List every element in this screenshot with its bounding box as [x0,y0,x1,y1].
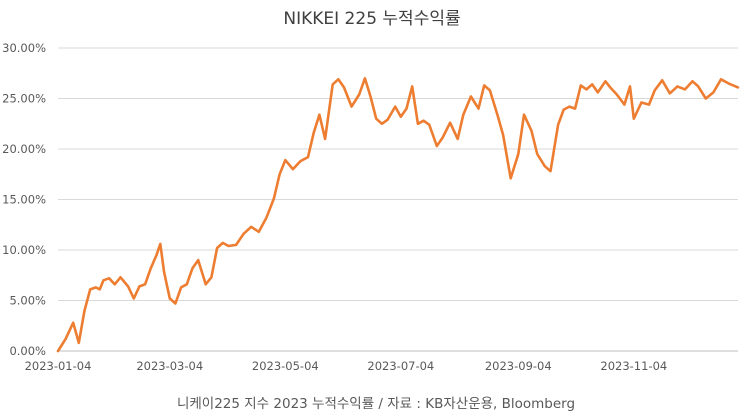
x-tick-label: 2023-07-04 [367,359,434,373]
chart-caption: 니케이225 지수 2023 누적수익률 / 자료 : KB자산운용, Bloo… [177,396,575,412]
series-layer [56,77,740,353]
x-tick-label: 2023-11-04 [600,359,667,373]
y-axis-ticks: 0.00% 5.00% 10.00% 15.00% 20.00% 25.00% 30.00% [2,41,46,358]
chart-title: NIKKEI 225 누적수익률 [283,9,460,29]
y-tick-label: 5.00% [9,294,46,308]
x-tick-label: 2023-09-04 [485,359,552,373]
x-axis-ticks: 2023-01-04 2023-03-04 2023-05-04 2023-07-04… [25,359,668,373]
y-tick-label: 30.00% [2,41,46,55]
x-tick-label: 2023-03-04 [136,359,203,373]
y-tick-label: 15.00% [2,193,46,207]
series-line [56,77,740,353]
y-tick-label: 25.00% [2,92,46,106]
x-tick-label: 2023-05-04 [252,359,319,373]
y-tick-label: 20.00% [2,142,46,156]
grid-layer [58,47,738,352]
x-tick-label: 2023-01-04 [25,359,92,373]
y-tick-label: 0.00% [9,344,46,358]
y-tick-label: 10.00% [2,243,46,257]
